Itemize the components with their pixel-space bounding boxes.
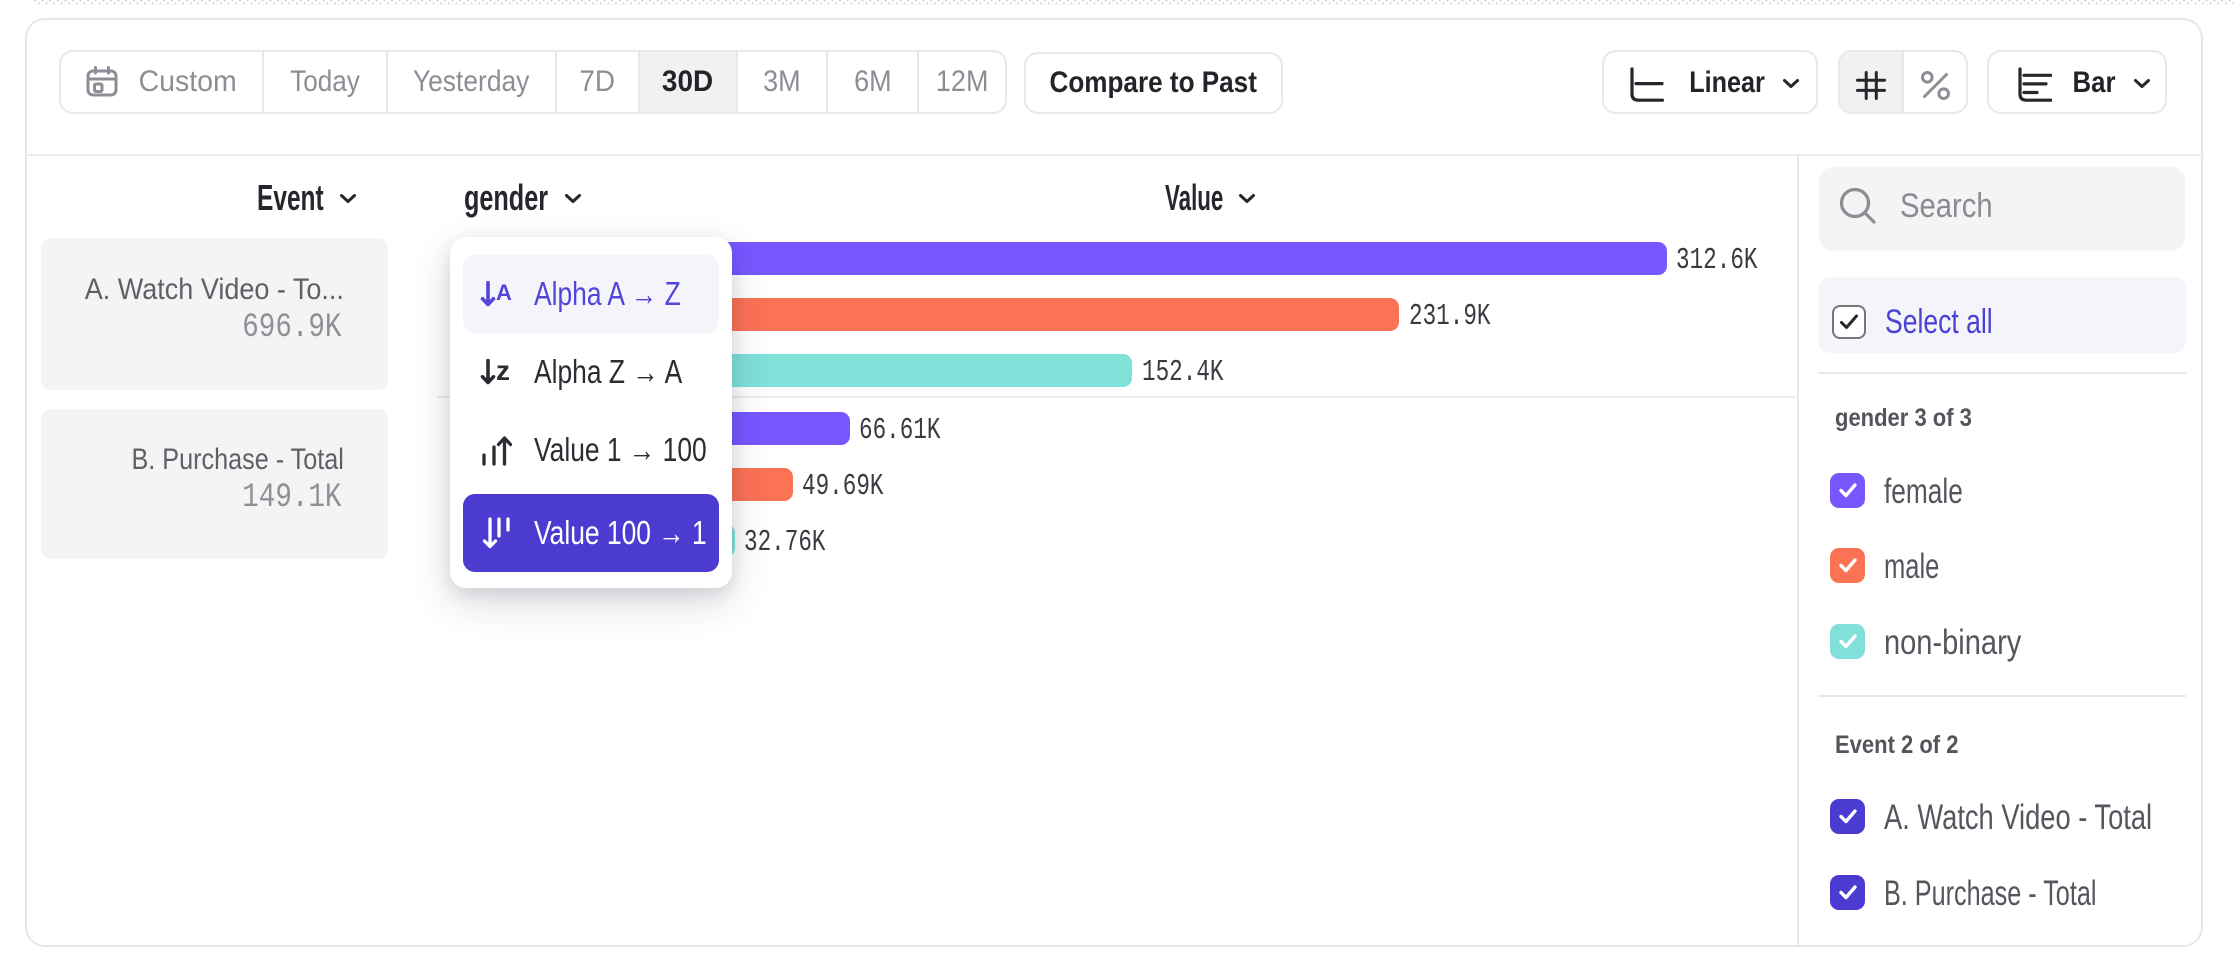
svg-text:z: z bbox=[496, 359, 510, 385]
svg-text:A: A bbox=[496, 281, 512, 305]
